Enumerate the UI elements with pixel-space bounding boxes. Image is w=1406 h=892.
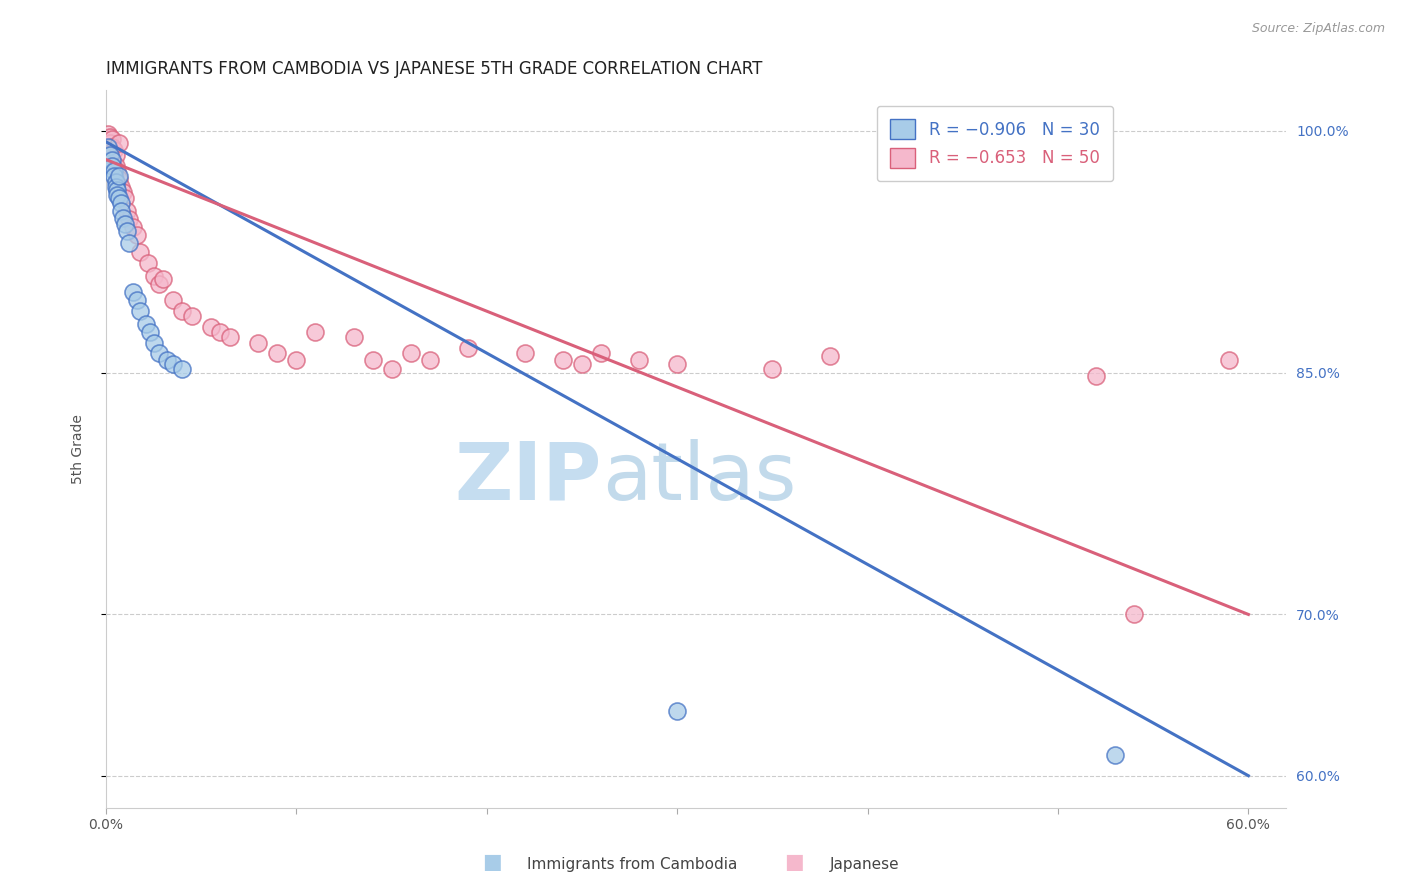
Point: [761, 362, 783, 376]
Point: [818, 350, 841, 364]
Point: [628, 352, 651, 367]
Point: [107, 188, 129, 202]
Point: [121, 220, 143, 235]
Point: [571, 358, 593, 372]
Point: [112, 185, 135, 199]
Point: [103, 143, 125, 157]
Point: [125, 293, 148, 307]
Point: [112, 211, 135, 225]
Text: Japanese: Japanese: [830, 857, 900, 872]
Text: Immigrants from Cambodia: Immigrants from Cambodia: [527, 857, 738, 872]
Point: [1218, 352, 1240, 367]
Point: [1085, 368, 1108, 383]
Point: [457, 341, 479, 355]
Point: [108, 136, 131, 151]
Text: ZIP: ZIP: [454, 439, 602, 516]
Point: [136, 256, 159, 270]
Point: [108, 191, 131, 205]
Point: [1123, 607, 1146, 622]
Point: [172, 362, 194, 376]
Point: [104, 159, 127, 173]
Point: [162, 293, 184, 307]
Point: [129, 244, 152, 259]
Point: [118, 236, 141, 251]
Point: [103, 169, 125, 183]
Point: [110, 196, 132, 211]
Point: [107, 164, 129, 178]
Legend: R = −0.906   N = 30, R = −0.653   N = 50: R = −0.906 N = 30, R = −0.653 N = 50: [877, 106, 1114, 181]
Point: [666, 358, 689, 372]
Point: [98, 148, 121, 162]
Point: [285, 352, 308, 367]
Point: [218, 330, 240, 344]
Point: [1104, 747, 1126, 762]
Point: [152, 272, 174, 286]
Text: Source: ZipAtlas.com: Source: ZipAtlas.com: [1251, 22, 1385, 36]
Point: [591, 346, 613, 360]
Point: [139, 325, 162, 339]
Point: [104, 148, 127, 162]
Point: [361, 352, 384, 367]
Point: [101, 139, 124, 153]
Point: [209, 325, 232, 339]
Point: [114, 191, 136, 205]
Point: [162, 358, 184, 372]
Point: [114, 217, 136, 231]
Point: [104, 180, 127, 194]
Point: [148, 346, 170, 360]
Point: [110, 204, 132, 219]
Y-axis label: 5th Grade: 5th Grade: [72, 414, 86, 484]
Point: [148, 277, 170, 291]
Point: [342, 330, 364, 344]
Point: [551, 352, 574, 367]
Point: [108, 172, 131, 186]
Point: [108, 169, 131, 183]
Text: ■: ■: [482, 853, 502, 872]
Point: [98, 130, 121, 145]
Point: [247, 336, 270, 351]
Text: atlas: atlas: [602, 439, 796, 516]
Point: [266, 346, 288, 360]
Text: ■: ■: [785, 853, 804, 872]
Point: [97, 139, 120, 153]
Point: [156, 352, 179, 367]
Point: [513, 346, 536, 360]
Point: [172, 304, 194, 318]
Point: [142, 268, 165, 283]
Point: [129, 304, 152, 318]
Point: [101, 153, 124, 167]
Point: [107, 183, 129, 197]
Point: [97, 127, 120, 141]
Point: [142, 336, 165, 351]
Point: [110, 180, 132, 194]
Point: [666, 704, 689, 718]
Point: [101, 131, 124, 145]
Point: [101, 159, 124, 173]
Text: IMMIGRANTS FROM CAMBODIA VS JAPANESE 5TH GRADE CORRELATION CHART: IMMIGRANTS FROM CAMBODIA VS JAPANESE 5TH…: [105, 60, 762, 78]
Point: [304, 325, 326, 339]
Point: [135, 317, 157, 331]
Point: [115, 224, 138, 238]
Point: [200, 320, 222, 334]
Point: [98, 136, 121, 151]
Point: [399, 346, 422, 360]
Point: [118, 212, 141, 227]
Point: [104, 175, 127, 189]
Point: [121, 285, 143, 299]
Point: [381, 362, 404, 376]
Point: [419, 352, 441, 367]
Point: [103, 164, 125, 178]
Point: [180, 309, 202, 323]
Point: [125, 228, 148, 243]
Point: [115, 204, 138, 219]
